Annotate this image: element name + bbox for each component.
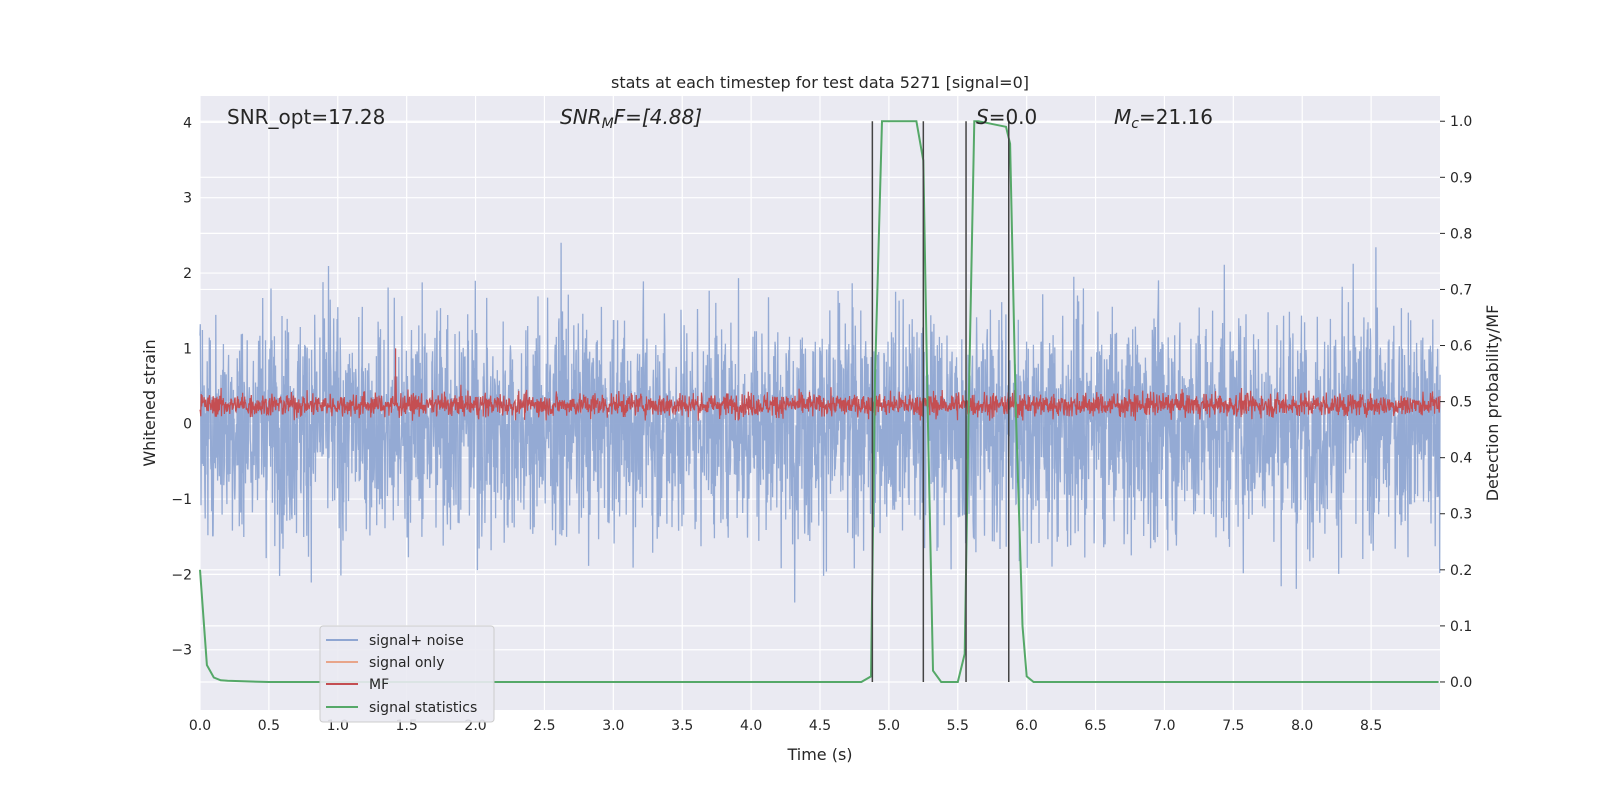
- y-right-tick-label: 0.6: [1450, 339, 1472, 355]
- y-right-tick-label: 0.1: [1450, 619, 1472, 635]
- vertical-lines: [871, 121, 1010, 682]
- y-right-axis-ticks: 0.0 0.1 0.2 0.3 0.4 0.5 0.6 0.7 0.8 0.9 1.0: [1440, 114, 1472, 691]
- y-right-tick-label: 0.9: [1450, 170, 1472, 186]
- y-tick-label: −1: [171, 492, 192, 508]
- annotation-snr-opt: SNR_opt=17.28: [227, 105, 385, 129]
- y-tick-label: 1: [183, 341, 192, 357]
- series-signal-statistics: [199, 120, 1439, 683]
- series-line-signal-noise: [199, 242, 1441, 603]
- chart-title: stats at each timestep for test data 527…: [611, 73, 1029, 92]
- y-tick-label: 2: [183, 266, 192, 282]
- x-tick-label: 0.0: [189, 718, 211, 734]
- annotation-snr-mf: SNRMF=[4.88]: [560, 105, 702, 132]
- series-line-mf: [199, 348, 1441, 421]
- annotation-mc: Mc=21.16: [1114, 105, 1213, 132]
- y-right-tick-label: 0.4: [1450, 451, 1472, 467]
- y-axis-ticks: −3 −2 −1 0 1 2 3 4: [171, 115, 192, 658]
- x-axis-label: Time (s): [786, 745, 852, 764]
- y-right-tick-label: 0.0: [1450, 675, 1472, 691]
- series-signal-noise: [199, 242, 1441, 603]
- x-tick-label: 6.0: [1016, 718, 1038, 734]
- legend-box: [319, 625, 495, 723]
- y-right-tick-label: 0.8: [1450, 226, 1472, 242]
- y-tick-label: −2: [171, 567, 192, 583]
- annotation-s-var: S: [976, 105, 989, 129]
- legend-label-signal-statistics: signal statistics: [369, 700, 477, 716]
- x-tick-label: 3.5: [671, 718, 693, 734]
- x-tick-label: 5.0: [878, 718, 900, 734]
- y-tick-label: 0: [183, 417, 192, 433]
- annotation-snr-mf-rest: F=[4.88]: [614, 105, 702, 129]
- legend-label-signal-noise: signal+ noise: [369, 633, 464, 649]
- annotation-s-rest: =0.0: [989, 105, 1038, 129]
- legend-label-signal-only: signal only: [369, 655, 444, 671]
- y-axis-label: Whitened strain: [140, 339, 159, 466]
- annotation-snr-mf-base: SNR: [560, 105, 602, 129]
- annotation-mc-sub: c: [1131, 116, 1139, 132]
- y-right-tick-label: 0.5: [1450, 395, 1472, 411]
- x-tick-label: 7.5: [1222, 718, 1244, 734]
- series-mf: [199, 348, 1441, 421]
- y-tick-label: 4: [183, 115, 192, 131]
- annotation-snr-mf-sub: M: [602, 116, 614, 132]
- series-line-signal-statistics: [199, 120, 1439, 683]
- x-tick-label: 0.5: [258, 718, 280, 734]
- y-right-tick-label: 0.7: [1450, 282, 1472, 298]
- y-right-axis-label: Detection probability/MF: [1483, 305, 1502, 502]
- x-tick-label: 8.5: [1360, 718, 1382, 734]
- x-tick-label: 7.0: [1153, 718, 1175, 734]
- x-tick-label: 6.5: [1084, 718, 1106, 734]
- legend: signal+ noise signal only MF signal stat…: [319, 625, 495, 723]
- x-axis-ticks: 0.0 0.5 1.0 1.5 2.0 2.5 3.0 3.5 4.0 4.5 5.0 5.5 6.0 6…: [189, 718, 1382, 734]
- y-right-tick-label: 0.2: [1450, 563, 1472, 579]
- legend-label-mf: MF: [369, 677, 389, 693]
- x-tick-label: 2.5: [533, 718, 555, 734]
- x-tick-label: 3.0: [602, 718, 624, 734]
- x-tick-label: 5.5: [947, 718, 969, 734]
- x-tick-label: 8.0: [1291, 718, 1313, 734]
- y-tick-label: −3: [171, 643, 192, 659]
- x-tick-label: 4.0: [740, 718, 762, 734]
- y-right-tick-label: 0.3: [1450, 507, 1472, 523]
- y-right-tick-label: 1.0: [1450, 114, 1472, 130]
- x-tick-label: 4.5: [809, 718, 831, 734]
- annotation-s: S=0.0: [976, 105, 1037, 129]
- annotation-mc-base: M: [1114, 105, 1131, 129]
- y-tick-label: 3: [183, 191, 192, 207]
- annotation-mc-rest: =21.16: [1139, 105, 1213, 129]
